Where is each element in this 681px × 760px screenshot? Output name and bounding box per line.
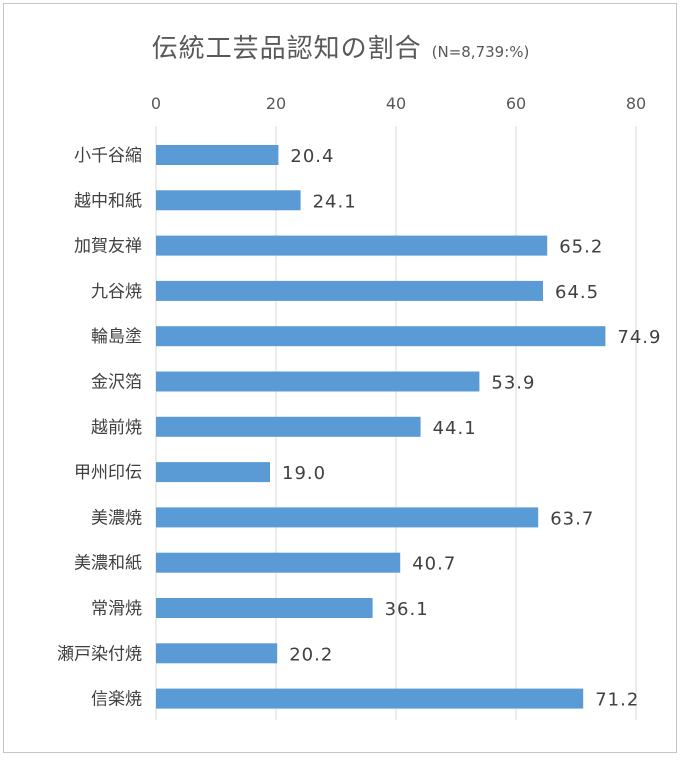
bar bbox=[156, 371, 480, 392]
category-label: 加賀友禅 bbox=[74, 237, 142, 257]
x-tick-label: 60 bbox=[506, 94, 526, 113]
bar bbox=[156, 688, 584, 709]
chart-title-block: 伝統工芸品認知の割合 (N=8,739:%) bbox=[0, 28, 681, 65]
data-label: 74.9 bbox=[617, 327, 661, 348]
x-tick-label: 0 bbox=[151, 94, 161, 113]
data-label: 36.1 bbox=[385, 599, 429, 620]
bar bbox=[156, 326, 606, 347]
category-label: 越前焼 bbox=[91, 418, 142, 438]
bar bbox=[156, 190, 301, 211]
bar bbox=[156, 507, 539, 528]
data-label: 53.9 bbox=[491, 373, 535, 394]
category-label: 越中和紙 bbox=[74, 191, 142, 211]
data-label: 20.2 bbox=[289, 644, 333, 665]
category-label: 瀬戸染付焼 bbox=[57, 644, 142, 664]
chart-title: 伝統工芸品認知の割合 bbox=[151, 34, 422, 64]
bar bbox=[156, 643, 278, 664]
data-label: 63.7 bbox=[550, 508, 594, 529]
category-label: 九谷焼 bbox=[91, 282, 142, 302]
bar bbox=[156, 280, 543, 301]
x-tick-label: 80 bbox=[626, 94, 646, 113]
data-label: 64.5 bbox=[555, 282, 599, 303]
data-label: 24.1 bbox=[313, 191, 357, 212]
data-label: 19.0 bbox=[282, 463, 326, 484]
bar bbox=[156, 552, 401, 573]
category-label: 金沢箔 bbox=[91, 373, 142, 393]
category-label: 甲州印伝 bbox=[74, 463, 142, 483]
category-label: 美濃焼 bbox=[91, 508, 142, 528]
bar bbox=[156, 598, 373, 618]
data-label: 44.1 bbox=[433, 418, 477, 439]
chart-subtitle: (N=8,739:%) bbox=[431, 43, 530, 61]
category-label: 小千谷縮 bbox=[74, 146, 142, 166]
x-tick-label: 40 bbox=[386, 94, 406, 113]
data-label: 65.2 bbox=[559, 237, 603, 258]
data-label: 40.7 bbox=[412, 554, 456, 575]
bar bbox=[156, 462, 270, 483]
data-label: 71.2 bbox=[595, 690, 639, 711]
category-label: 常滑焼 bbox=[91, 599, 142, 619]
x-tick-label: 20 bbox=[266, 94, 286, 113]
category-label: 輪島塗 bbox=[91, 326, 142, 347]
bar bbox=[156, 145, 279, 165]
bar bbox=[156, 235, 548, 256]
category-label: 信楽焼 bbox=[91, 690, 142, 710]
bar bbox=[156, 416, 421, 437]
category-label: 美濃和紙 bbox=[74, 554, 142, 574]
data-label: 20.4 bbox=[290, 146, 334, 167]
